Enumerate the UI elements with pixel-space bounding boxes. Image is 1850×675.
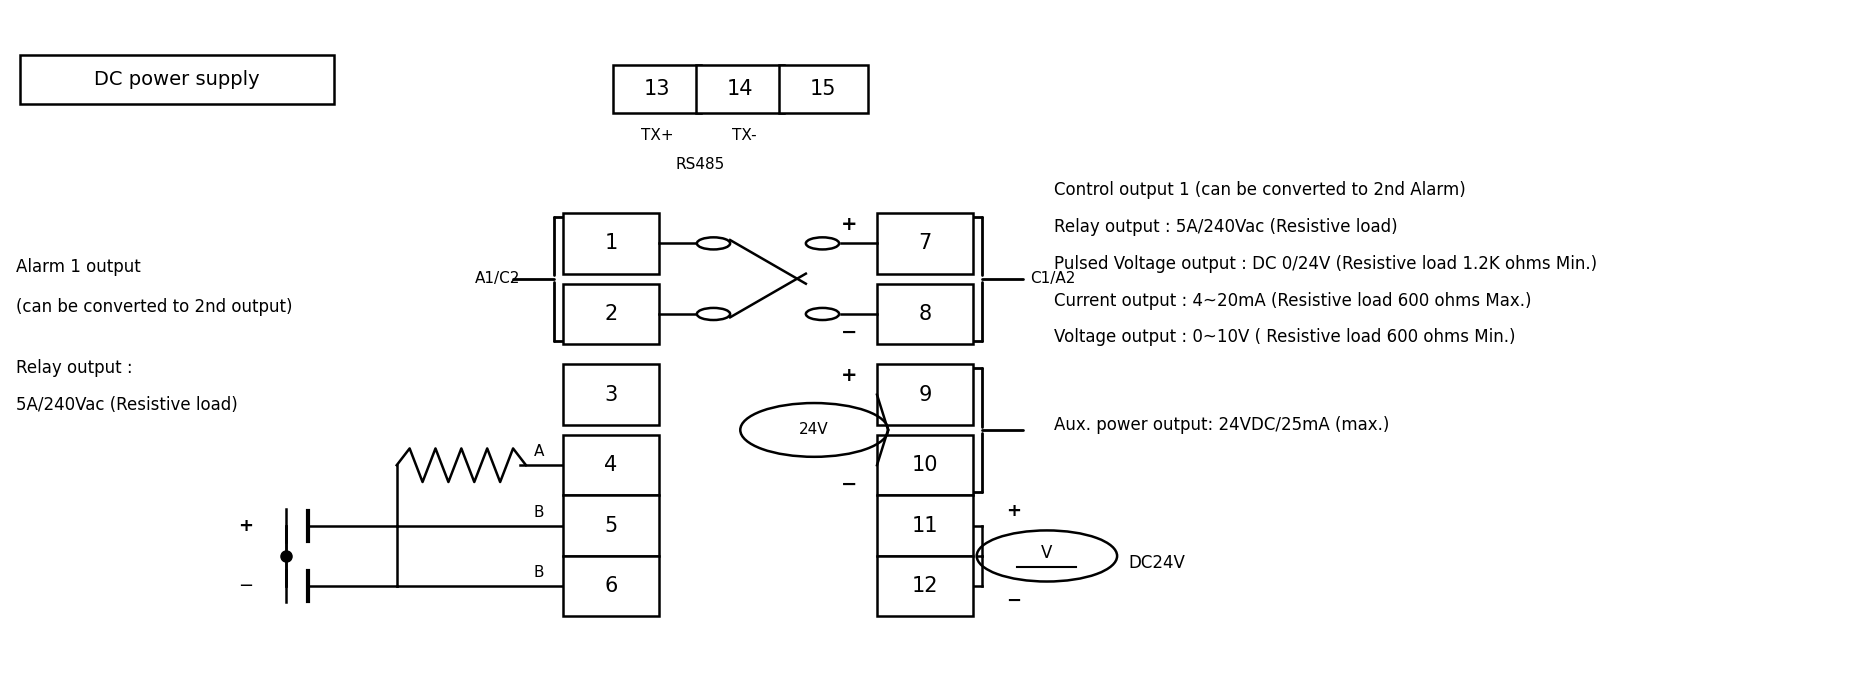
Bar	[20, 55, 333, 103]
Text: Relay output :: Relay output :	[17, 358, 133, 377]
Text: 6: 6	[605, 576, 618, 596]
Text: Aux. power output: 24VDC/25mA (max.): Aux. power output: 24VDC/25mA (max.)	[1054, 416, 1389, 434]
Text: Relay output : 5A/240Vac (Resistive load): Relay output : 5A/240Vac (Resistive load…	[1054, 217, 1399, 236]
Bar	[562, 495, 659, 556]
Text: 15: 15	[810, 79, 836, 99]
Bar	[562, 556, 659, 616]
Bar	[562, 213, 659, 273]
Text: 9: 9	[918, 385, 932, 404]
Text: 7: 7	[918, 234, 932, 253]
Text: −: −	[1006, 592, 1021, 610]
Text: 11: 11	[912, 516, 938, 536]
Text: +: +	[842, 215, 858, 234]
Text: Pulsed Voltage output : DC 0/24V (Resistive load 1.2K ohms Min.): Pulsed Voltage output : DC 0/24V (Resist…	[1054, 254, 1597, 273]
Bar	[612, 65, 701, 113]
Text: 5A/240Vac (Resistive load): 5A/240Vac (Resistive load)	[17, 396, 239, 414]
Text: C1/A2: C1/A2	[1030, 271, 1075, 286]
Text: V: V	[1042, 543, 1053, 562]
Text: DC power supply: DC power supply	[94, 70, 259, 89]
Text: −: −	[237, 577, 253, 595]
Bar	[877, 284, 973, 344]
Text: +: +	[842, 367, 858, 385]
Bar	[779, 65, 868, 113]
Text: DC24V: DC24V	[1128, 554, 1186, 572]
Bar	[877, 435, 973, 495]
Text: TX+: TX+	[640, 128, 673, 143]
Text: RS485: RS485	[675, 157, 723, 171]
Text: (can be converted to 2nd output): (can be converted to 2nd output)	[17, 298, 292, 317]
Bar	[877, 364, 973, 425]
Text: TX-: TX-	[731, 128, 757, 143]
Text: 5: 5	[605, 516, 618, 536]
Text: 13: 13	[644, 79, 670, 99]
Text: Alarm 1 output: Alarm 1 output	[17, 258, 141, 276]
Bar	[877, 495, 973, 556]
Text: +: +	[237, 517, 253, 535]
Text: B: B	[535, 565, 544, 580]
Bar	[696, 65, 784, 113]
Text: A: A	[535, 444, 544, 459]
Text: 24V: 24V	[799, 423, 829, 437]
Bar	[877, 556, 973, 616]
Text: A1/C2: A1/C2	[475, 271, 520, 286]
Text: 8: 8	[918, 304, 932, 324]
Text: Current output : 4~20mA (Resistive load 600 ohms Max.): Current output : 4~20mA (Resistive load …	[1054, 292, 1532, 310]
Text: −: −	[842, 323, 857, 342]
Text: 3: 3	[605, 385, 618, 404]
Bar	[562, 364, 659, 425]
Text: Control output 1 (can be converted to 2nd Alarm): Control output 1 (can be converted to 2n…	[1054, 181, 1465, 198]
Text: Voltage output : 0~10V ( Resistive load 600 ohms Min.): Voltage output : 0~10V ( Resistive load …	[1054, 329, 1515, 346]
Text: B: B	[535, 505, 544, 520]
Bar	[877, 213, 973, 273]
Text: 4: 4	[605, 455, 618, 475]
Text: 12: 12	[912, 576, 938, 596]
Text: +: +	[1006, 502, 1021, 520]
Bar	[562, 284, 659, 344]
Text: 10: 10	[912, 455, 938, 475]
Text: 14: 14	[727, 79, 753, 99]
Text: 2: 2	[605, 304, 618, 324]
Text: −: −	[842, 475, 857, 493]
Bar	[562, 435, 659, 495]
Text: 1: 1	[605, 234, 618, 253]
